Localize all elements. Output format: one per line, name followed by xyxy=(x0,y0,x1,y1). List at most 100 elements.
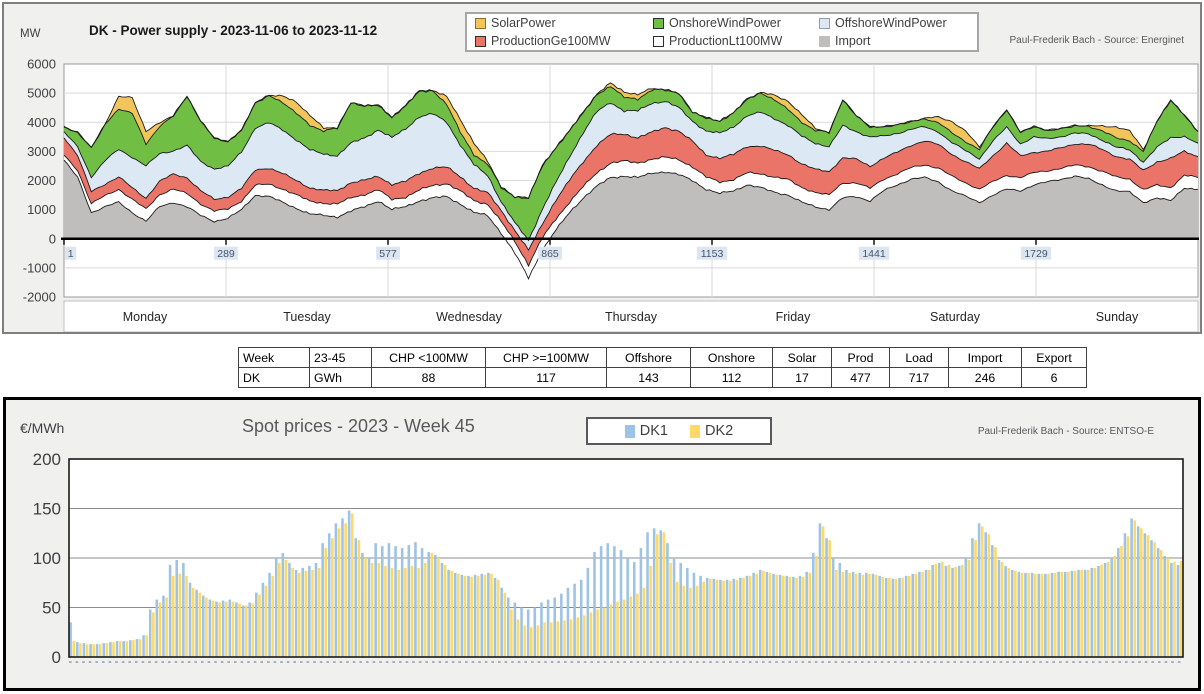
bars-dk2 xyxy=(72,513,1183,657)
table-cell: 117 xyxy=(485,367,607,388)
top-chart-unit-label: MW xyxy=(20,28,41,40)
offshorewindpower-swatch-icon xyxy=(819,17,830,29)
top-chart-source: Paul-Frederik Bach - Source: Energinet xyxy=(1009,35,1184,46)
y-tick-label: 6000 xyxy=(27,57,56,72)
import-swatch-icon xyxy=(819,35,830,47)
power-supply-area-chart: 1 289 577 865 1153 1441 1729 6000 5000 4000 3000 20… xyxy=(23,57,1199,332)
spot-prices-panel: €/MWh Spot prices - 2023 - Week 45 DK1 DK… xyxy=(3,397,1201,691)
solarpower-swatch-icon xyxy=(475,17,486,29)
table-cell: 246 xyxy=(948,367,1022,388)
y-axis-labels: 6000 5000 4000 3000 2000 1000 0 -1000 -2000 xyxy=(23,57,56,305)
table-cell: DK xyxy=(238,367,310,388)
y-tick-label: 50 xyxy=(42,599,61,618)
legend-label: OnshoreWindPower xyxy=(669,16,781,30)
day-labels: Monday Tuesday Wednesday Thursday Friday Satu… xyxy=(123,310,1139,324)
power-supply-panel: MW DK - Power supply - 2023-11-06 to 202… xyxy=(2,2,1202,334)
y-tick-label: 0 xyxy=(49,231,56,246)
table-cell: GWh xyxy=(309,367,372,388)
y-tick-label: 4000 xyxy=(27,115,56,130)
y-tick-label: -1000 xyxy=(23,260,56,275)
bottom-chart-unit-label: €/MWh xyxy=(20,420,65,436)
bottom-chart-source: Paul-Frederik Bach - Source: ENTSO-E xyxy=(977,426,1154,437)
x-axis-ticks: 1 289 577 865 1153 1441 1729 xyxy=(63,237,1052,260)
legend-label: ProductionGe100MW xyxy=(491,34,611,48)
day-label: Saturday xyxy=(930,310,981,324)
area-solarpower xyxy=(64,82,1198,199)
weekly-summary-table: Week 23-45 CHP <100MW CHP >=100MW Offshore On… xyxy=(238,347,1087,388)
plot-border xyxy=(68,458,1184,658)
table-cell: 112 xyxy=(690,367,773,388)
x-tick-label: 1 xyxy=(68,248,74,260)
top-chart-title: DK - Power supply - 2023-11-06 to 2023-1… xyxy=(89,23,378,38)
legend-item-dk2: DK2 xyxy=(690,423,733,439)
day-label: Thursday xyxy=(605,310,658,324)
y-tick-label: 200 xyxy=(33,450,61,469)
table-cell: 717 xyxy=(889,367,949,388)
y-tick-label: 0 xyxy=(52,648,61,667)
day-label: Wednesday xyxy=(436,310,503,324)
legend-label: ProductionLt100MW xyxy=(669,34,783,48)
x-tick-label: 1153 xyxy=(701,248,724,260)
day-label: Friday xyxy=(776,310,811,324)
table-header-cell: CHP <100MW xyxy=(371,347,486,368)
bottom-chart-legend: DK1 DK2 xyxy=(586,417,772,445)
stacked-areas xyxy=(63,82,1199,281)
legend-item-productionlt100mw: ProductionLt100MW xyxy=(653,34,819,48)
table-cell: 17 xyxy=(772,367,832,388)
legend-item-productionge100mw: ProductionGe100MW xyxy=(475,34,653,48)
table-header-cell: Week xyxy=(238,347,310,368)
legend-label: DK2 xyxy=(705,423,734,439)
table-data-row: DK GWh 88 117 143 112 17 477 717 246 6 xyxy=(238,367,1087,388)
table-header-cell: CHP >=100MW xyxy=(485,347,607,368)
table-cell: 6 xyxy=(1021,367,1087,388)
outline-productionlt100mw xyxy=(63,154,1199,268)
legend-item-onshorewindpower: OnshoreWindPower xyxy=(653,16,819,30)
spot-prices-bar-chart: 200 150 100 50 0 xyxy=(33,450,1184,667)
table-header-cell: Onshore xyxy=(690,347,773,368)
table-header-cell: Prod xyxy=(831,347,890,368)
table-header-cell: 23-45 xyxy=(309,347,372,368)
legend-label: DK1 xyxy=(639,423,668,439)
top-chart-legend: SolarPower OnshoreWindPower OffshoreWindPo… xyxy=(465,12,979,52)
legend-label: OffshoreWindPower xyxy=(835,16,947,30)
y-tick-label: 150 xyxy=(33,500,61,519)
table-header-cell: Solar xyxy=(772,347,832,368)
y-axis-labels: 200 150 100 50 0 xyxy=(33,450,61,667)
area-import xyxy=(64,160,1198,279)
dk2-swatch-icon xyxy=(690,424,700,438)
table-header-cell: Import xyxy=(948,347,1022,368)
onshorewindpower-swatch-icon xyxy=(653,17,664,29)
legend-item-offshorewindpower: OffshoreWindPower xyxy=(819,16,979,30)
day-label: Sunday xyxy=(1096,310,1139,324)
table-cell: 143 xyxy=(606,367,691,388)
productionlt100mw-swatch-icon xyxy=(653,35,664,47)
x-tick-label: 577 xyxy=(379,248,397,260)
table-header-cell: Offshore xyxy=(606,347,691,368)
area-onshorewindpower xyxy=(64,86,1198,241)
x-tick-label: 289 xyxy=(217,248,235,260)
price-bars xyxy=(69,510,1183,657)
y-tick-label: 3000 xyxy=(27,144,56,159)
day-label: Tuesday xyxy=(283,310,331,324)
table-cell: 88 xyxy=(371,367,486,388)
x-tick-label: 865 xyxy=(541,248,559,260)
legend-label: SolarPower xyxy=(491,16,556,30)
outline-import xyxy=(63,159,1199,281)
day-label: Monday xyxy=(123,310,168,324)
dk1-swatch-icon xyxy=(624,424,635,438)
y-tick-label: 2000 xyxy=(27,173,56,188)
legend-item-import: Import xyxy=(819,34,979,48)
legend-item-dk1: DK1 xyxy=(624,423,668,439)
legend-label: Import xyxy=(835,34,871,48)
gridlines xyxy=(69,508,1183,608)
outline-offshorewindpower xyxy=(63,101,1199,242)
outline-solarpower xyxy=(63,82,1199,199)
x-tick-label: 1729 xyxy=(1024,248,1048,260)
y-tick-label: 100 xyxy=(33,549,61,568)
bars-dk1 xyxy=(69,510,1180,657)
table-header-row: Week 23-45 CHP <100MW CHP >=100MW Offshore On… xyxy=(238,347,1087,368)
legend-item-solarpower: SolarPower xyxy=(475,16,653,30)
area-productionge100mw xyxy=(64,127,1198,267)
y-tick-label: 5000 xyxy=(27,86,56,101)
